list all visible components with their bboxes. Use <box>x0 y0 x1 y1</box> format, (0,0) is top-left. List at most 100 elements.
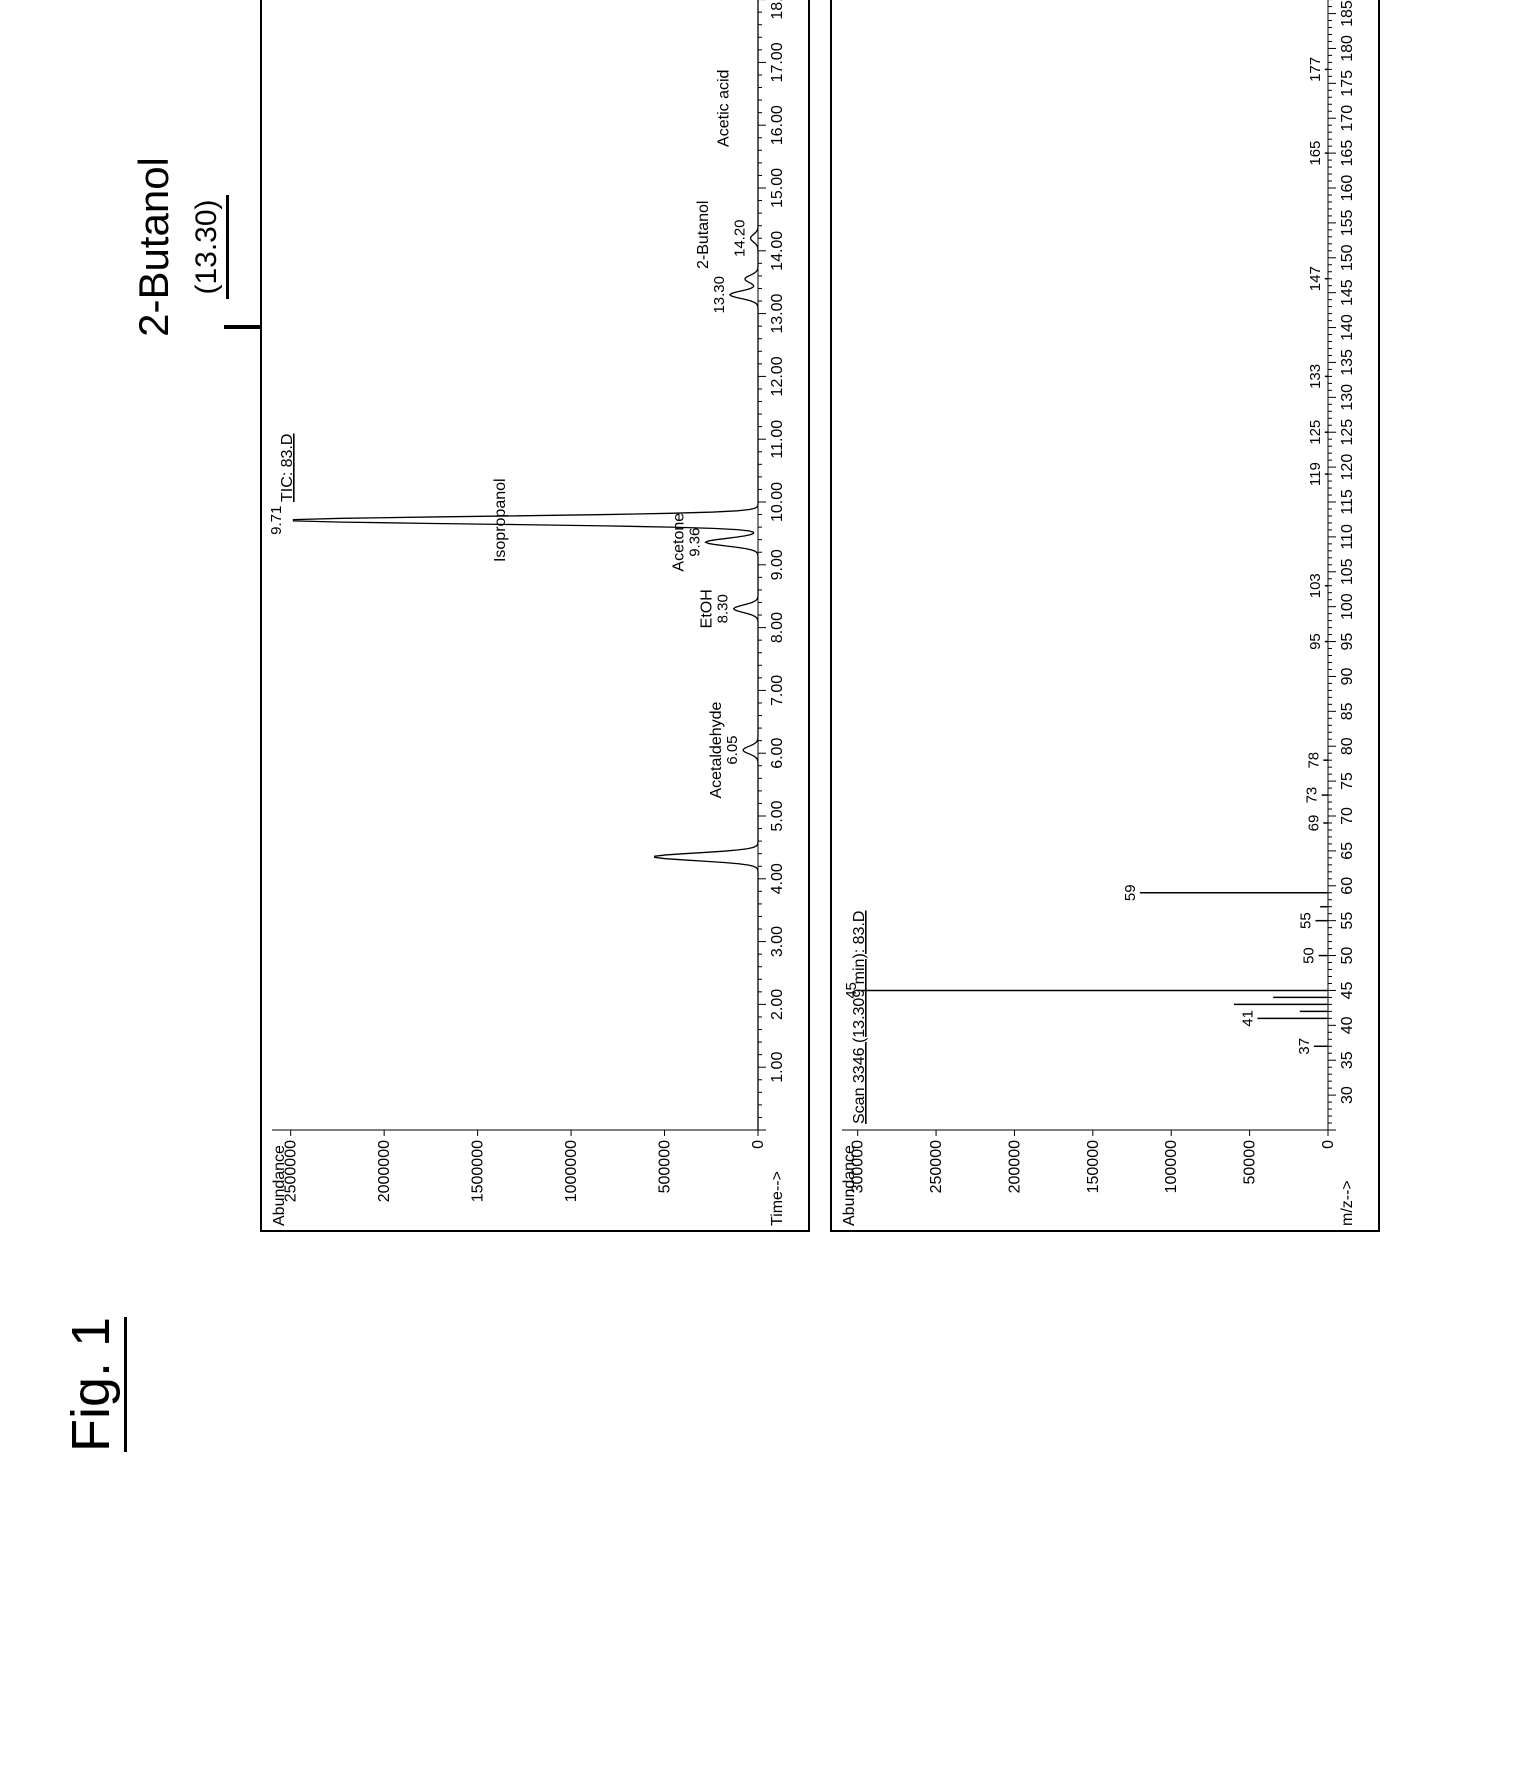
svg-text:200000: 200000 <box>1006 1140 1023 1193</box>
svg-text:95: 95 <box>1339 633 1356 651</box>
svg-text:59: 59 <box>1122 884 1139 901</box>
svg-text:125: 125 <box>1339 419 1356 446</box>
svg-text:50: 50 <box>1339 947 1356 965</box>
svg-text:2500000: 2500000 <box>283 1140 300 1202</box>
svg-text:8.00: 8.00 <box>769 612 786 643</box>
svg-text:40: 40 <box>1339 1016 1356 1034</box>
svg-text:165: 165 <box>1307 141 1324 166</box>
page-container: Fig. 1 2-Butanol (13.30) Abundance050000… <box>0 0 1532 1532</box>
svg-text:110: 110 <box>1339 524 1356 550</box>
svg-text:90: 90 <box>1339 667 1356 685</box>
svg-text:14.20: 14.20 <box>732 219 749 257</box>
svg-text:100000: 100000 <box>1163 1140 1180 1193</box>
svg-text:35: 35 <box>1339 1051 1356 1069</box>
svg-text:185: 185 <box>1339 0 1356 27</box>
svg-text:9.36: 9.36 <box>687 528 704 557</box>
svg-text:100: 100 <box>1339 593 1356 620</box>
svg-text:95: 95 <box>1307 633 1324 650</box>
svg-text:165: 165 <box>1339 140 1356 167</box>
svg-text:5.00: 5.00 <box>769 800 786 831</box>
svg-text:147: 147 <box>1307 266 1324 291</box>
svg-text:41: 41 <box>1239 1010 1256 1027</box>
svg-text:120: 120 <box>1339 454 1356 481</box>
svg-text:3.00: 3.00 <box>769 926 786 957</box>
svg-text:1000000: 1000000 <box>563 1140 580 1202</box>
svg-text:16.00: 16.00 <box>769 105 786 145</box>
svg-text:13.30: 13.30 <box>711 276 728 314</box>
svg-text:75: 75 <box>1339 772 1356 790</box>
mass-spectrum-chart: Abundance0500001000001500002000002500003… <box>830 0 1380 1232</box>
svg-text:103: 103 <box>1307 573 1324 598</box>
svg-text:150000: 150000 <box>1085 1140 1102 1193</box>
svg-text:155: 155 <box>1339 209 1356 236</box>
svg-text:180: 180 <box>1339 35 1356 62</box>
svg-text:Acetaldehyde: Acetaldehyde <box>708 701 725 798</box>
svg-text:60: 60 <box>1339 877 1356 895</box>
svg-text:55: 55 <box>1339 912 1356 930</box>
svg-text:1500000: 1500000 <box>470 1140 487 1202</box>
svg-text:170: 170 <box>1339 105 1356 132</box>
svg-text:55: 55 <box>1297 912 1314 929</box>
svg-text:Scan 3346 (13.309 min): 83.D: Scan 3346 (13.309 min): 83.D <box>851 911 868 1124</box>
svg-text:0: 0 <box>1320 1140 1337 1149</box>
svg-text:Isopropanol: Isopropanol <box>492 478 509 562</box>
svg-text:65: 65 <box>1339 842 1356 860</box>
svg-text:18.00: 18.00 <box>769 0 786 20</box>
svg-text:9.00: 9.00 <box>769 549 786 580</box>
svg-text:EtOH: EtOH <box>699 589 716 628</box>
svg-text:11.00: 11.00 <box>769 420 786 459</box>
svg-text:175: 175 <box>1339 70 1356 97</box>
svg-text:150: 150 <box>1339 244 1356 271</box>
svg-text:Acetone: Acetone <box>671 513 688 572</box>
svg-text:1.00: 1.00 <box>769 1052 786 1083</box>
svg-text:4.00: 4.00 <box>769 863 786 894</box>
svg-text:12.00: 12.00 <box>769 356 786 396</box>
svg-text:37: 37 <box>1296 1038 1313 1055</box>
svg-text:TIC: 83.D: TIC: 83.D <box>279 434 296 502</box>
callout-sub: (13.30) <box>190 195 229 298</box>
svg-text:73: 73 <box>1304 787 1321 804</box>
svg-text:7.00: 7.00 <box>769 675 786 706</box>
svg-text:45: 45 <box>1339 981 1356 999</box>
svg-text:70: 70 <box>1339 807 1356 825</box>
svg-text:2.00: 2.00 <box>769 989 786 1020</box>
svg-text:0: 0 <box>750 1140 767 1149</box>
svg-text:160: 160 <box>1339 175 1356 202</box>
svg-text:500000: 500000 <box>657 1140 674 1193</box>
svg-text:140: 140 <box>1339 314 1356 341</box>
svg-text:10.00: 10.00 <box>769 482 786 522</box>
svg-text:115: 115 <box>1339 489 1356 515</box>
svg-text:Time-->: Time--> <box>769 1171 786 1226</box>
svg-text:9.71: 9.71 <box>268 506 285 535</box>
svg-text:14.00: 14.00 <box>769 231 786 271</box>
svg-text:15.00: 15.00 <box>769 168 786 208</box>
svg-text:125: 125 <box>1307 420 1324 445</box>
svg-text:145: 145 <box>1339 279 1356 306</box>
chromatogram-chart: Abundance0500000100000015000002000000250… <box>260 0 810 1232</box>
svg-text:Acetic acid: Acetic acid <box>716 70 733 147</box>
svg-text:177: 177 <box>1307 57 1324 82</box>
svg-text:45: 45 <box>843 982 860 999</box>
svg-text:119: 119 <box>1307 462 1324 486</box>
svg-text:6.05: 6.05 <box>724 735 741 764</box>
svg-text:80: 80 <box>1339 737 1356 755</box>
svg-text:78: 78 <box>1305 752 1322 769</box>
svg-text:250000: 250000 <box>928 1140 945 1193</box>
svg-text:30: 30 <box>1339 1086 1356 1104</box>
svg-text:130: 130 <box>1339 384 1356 411</box>
callout-annotation: 2-Butanol (13.30) <box>130 117 229 377</box>
svg-text:13.00: 13.00 <box>769 293 786 333</box>
svg-text:50: 50 <box>1301 947 1318 964</box>
figure-title: Fig. 1 <box>60 1317 127 1452</box>
svg-text:69: 69 <box>1305 815 1322 832</box>
svg-text:105: 105 <box>1339 558 1356 585</box>
svg-text:6.00: 6.00 <box>769 738 786 769</box>
callout-label: 2-Butanol <box>130 117 178 377</box>
svg-text:135: 135 <box>1339 349 1356 376</box>
svg-text:2000000: 2000000 <box>376 1140 393 1202</box>
svg-text:17.00: 17.00 <box>769 42 786 82</box>
svg-text:300000: 300000 <box>850 1140 867 1193</box>
svg-text:m/z-->: m/z--> <box>1339 1180 1356 1226</box>
svg-text:133: 133 <box>1307 364 1324 389</box>
svg-text:85: 85 <box>1339 702 1356 720</box>
